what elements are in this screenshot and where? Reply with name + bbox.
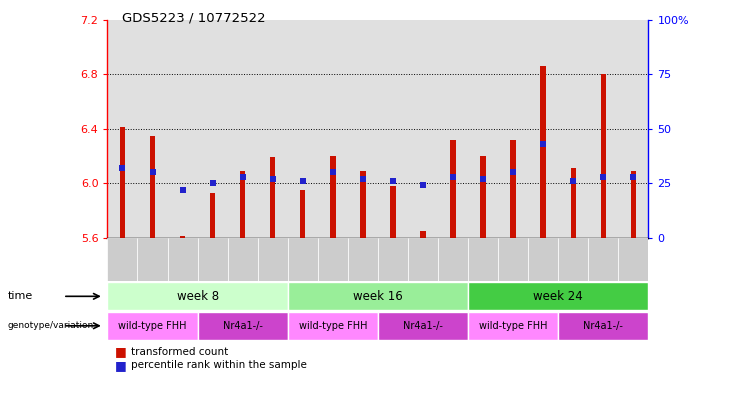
Bar — [107, 312, 198, 340]
Bar — [240, 171, 245, 238]
Bar — [150, 136, 155, 238]
Bar — [468, 20, 498, 238]
Bar — [468, 312, 558, 340]
Bar — [571, 168, 576, 238]
Bar — [167, 20, 198, 238]
Bar — [631, 171, 636, 238]
Bar — [588, 238, 618, 281]
Bar — [330, 156, 336, 238]
Text: week 24: week 24 — [534, 290, 583, 303]
Text: ■: ■ — [115, 359, 127, 372]
Bar — [227, 238, 258, 281]
Bar — [120, 127, 125, 238]
Text: genotype/variation: genotype/variation — [7, 321, 93, 330]
Bar — [318, 238, 348, 281]
Bar — [378, 312, 468, 340]
Bar — [198, 312, 288, 340]
Text: GDS5223 / 10772522: GDS5223 / 10772522 — [122, 12, 266, 25]
Bar — [227, 20, 258, 238]
Bar — [318, 20, 348, 238]
Bar — [540, 66, 546, 238]
Text: time: time — [7, 291, 33, 301]
Bar — [511, 140, 516, 238]
Bar — [348, 238, 378, 281]
Bar — [107, 20, 138, 238]
Text: Nr4a1-/-: Nr4a1-/- — [223, 321, 262, 331]
Text: transformed count: transformed count — [131, 347, 228, 357]
Bar — [198, 20, 227, 238]
Bar — [138, 20, 167, 238]
Text: Nr4a1-/-: Nr4a1-/- — [583, 321, 623, 331]
Text: week 16: week 16 — [353, 290, 403, 303]
Text: wild-type FHH: wild-type FHH — [479, 321, 548, 331]
Bar — [558, 312, 648, 340]
Bar — [438, 20, 468, 238]
Bar — [378, 238, 408, 281]
Bar — [528, 20, 558, 238]
Bar — [528, 238, 558, 281]
Bar — [138, 238, 167, 281]
Bar — [408, 20, 438, 238]
Bar — [451, 140, 456, 238]
Bar — [378, 20, 408, 238]
Bar — [258, 238, 288, 281]
Bar — [420, 231, 425, 238]
Bar — [348, 20, 378, 238]
Text: percentile rank within the sample: percentile rank within the sample — [131, 360, 307, 371]
Bar — [210, 193, 216, 238]
Bar — [107, 238, 138, 281]
Text: wild-type FHH: wild-type FHH — [119, 321, 187, 331]
Bar — [300, 190, 305, 238]
Bar — [618, 238, 648, 281]
Bar — [167, 238, 198, 281]
Bar — [288, 20, 318, 238]
Bar — [391, 186, 396, 238]
Bar — [288, 282, 468, 310]
Bar — [558, 20, 588, 238]
Bar — [468, 238, 498, 281]
Bar — [558, 238, 588, 281]
Bar — [288, 312, 378, 340]
Text: ■: ■ — [115, 345, 127, 358]
Bar — [498, 20, 528, 238]
Bar — [180, 237, 185, 238]
Text: Nr4a1-/-: Nr4a1-/- — [403, 321, 443, 331]
Bar — [288, 238, 318, 281]
Bar — [438, 238, 468, 281]
Bar — [270, 157, 276, 238]
Bar — [588, 20, 618, 238]
Bar — [360, 171, 365, 238]
Bar — [198, 238, 227, 281]
Text: week 8: week 8 — [176, 290, 219, 303]
Bar — [480, 156, 486, 238]
Bar — [601, 74, 606, 238]
Bar — [107, 282, 288, 310]
Text: wild-type FHH: wild-type FHH — [299, 321, 367, 331]
Bar — [258, 20, 288, 238]
Bar — [468, 282, 648, 310]
Bar — [498, 238, 528, 281]
Bar — [618, 20, 648, 238]
Bar — [408, 238, 438, 281]
